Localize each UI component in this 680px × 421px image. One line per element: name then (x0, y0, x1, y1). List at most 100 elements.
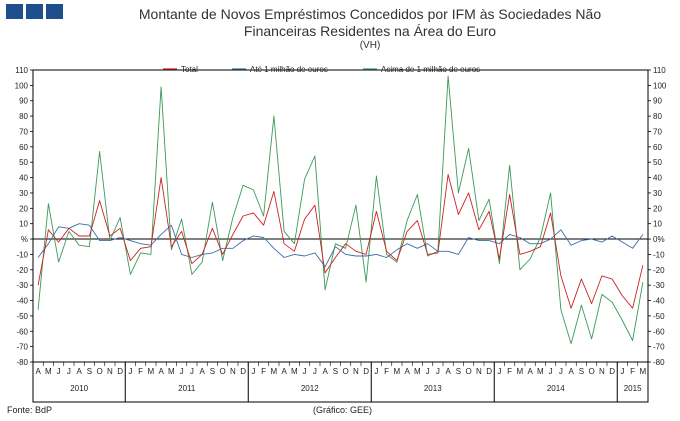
x-tick-label: D (117, 367, 123, 376)
x-tick-label: M (537, 367, 544, 376)
x-tick-label: M (414, 367, 421, 376)
y-tick-label-left: 40 (19, 174, 28, 183)
y-tick-label-right: -60 (653, 327, 665, 336)
y-tick-label-left: -50 (16, 312, 28, 321)
x-tick-label: A (568, 367, 574, 376)
plot-area-frame (32, 69, 649, 403)
y-tick-label-right: 20 (653, 204, 662, 213)
x-tick-label: M (148, 367, 155, 376)
x-tick-label: J (374, 367, 378, 376)
x-tick-label: J (128, 367, 132, 376)
x-tick-label: J (190, 367, 194, 376)
y-tick-label-right: 70 (653, 127, 662, 136)
y-tick-label-left: -70 (16, 343, 28, 352)
x-tick-label: M (168, 367, 175, 376)
x-tick-label: S (87, 367, 92, 376)
y-tick-label-left: 90 (19, 97, 28, 106)
x-tick-label: A (281, 367, 287, 376)
y-tick-label-right: 10 (653, 220, 662, 229)
x-tick-label: D (609, 367, 615, 376)
x-tick-label: A (527, 367, 533, 376)
x-tick-label: J (180, 367, 184, 376)
y-tick-label-right: 60 (653, 143, 662, 152)
y-tick-label-right: -10 (653, 250, 665, 259)
x-tick-label: J (251, 367, 255, 376)
y-tick-label-left: -40 (16, 297, 28, 306)
year-label: 2013 (424, 384, 442, 393)
x-tick-label: A (199, 367, 205, 376)
y-tick-label-right: -20 (653, 266, 665, 275)
y-tick-label-left: -20 (16, 266, 28, 275)
y-tick-label-right: -40 (653, 297, 665, 306)
y-tick-label-right: -80 (653, 358, 665, 367)
source-note: Fonte: BdP (7, 405, 53, 415)
x-tick-label: A (158, 367, 164, 376)
x-tick-label: J (67, 367, 71, 376)
y-tick-label-left: % (21, 235, 28, 244)
x-tick-label: S (579, 367, 584, 376)
chart-title-line-2: Financeiras Residentes na Área do Euro (243, 23, 497, 39)
series-line (37, 75, 644, 345)
y-tick-label-left: 60 (19, 143, 28, 152)
y-tick-label-left: 50 (19, 158, 28, 167)
x-tick-label: O (589, 367, 595, 376)
y-tick-label-right: 0% (653, 235, 665, 244)
x-tick-label: M (271, 367, 278, 376)
x-tick-label: F (261, 367, 266, 376)
x-tick-label: J (303, 367, 307, 376)
year-label: 2012 (301, 384, 319, 393)
logo-block-1 (6, 4, 23, 19)
logo-block-2 (26, 4, 43, 19)
chart-subtitle: (VH) (359, 40, 381, 51)
x-tick-label: D (486, 367, 492, 376)
y-tick-label-left: 30 (19, 189, 28, 198)
x-tick-label: N (107, 367, 113, 376)
y-tick-label-left: -80 (16, 358, 28, 367)
x-tick-label: S (210, 367, 215, 376)
x-tick-label: J (57, 367, 61, 376)
x-tick-label: J (426, 367, 430, 376)
x-tick-label: F (138, 367, 143, 376)
chart-title: Montante de Novos Empréstimos Concedidos… (60, 6, 680, 40)
y-tick-label-right: 100 (653, 81, 667, 90)
y-tick-label-right: 50 (653, 158, 662, 167)
x-tick-label: N (599, 367, 605, 376)
x-tick-label: J (620, 367, 624, 376)
x-tick-label: J (497, 367, 501, 376)
logo-block-3 (46, 4, 63, 19)
y-tick-label-right: -30 (653, 281, 665, 290)
y-tick-label-right: 110 (653, 66, 666, 75)
year-label: 2014 (547, 384, 565, 393)
x-tick-label: F (507, 367, 512, 376)
x-tick-label: J (313, 367, 317, 376)
x-tick-label: F (630, 367, 635, 376)
y-tick-label-right: 40 (653, 174, 662, 183)
x-tick-label: J (559, 367, 563, 376)
y-tick-label-right: 80 (653, 112, 662, 121)
x-tick-label: O (466, 367, 472, 376)
y-tick-label-left: 100 (15, 81, 29, 90)
y-tick-label-left: 70 (19, 127, 28, 136)
y-tick-label-left: -60 (16, 327, 28, 336)
year-label: 2011 (178, 384, 196, 393)
x-tick-label: N (230, 367, 236, 376)
y-tick-label-left: 110 (15, 66, 28, 75)
x-tick-label: S (456, 367, 461, 376)
legend-label: Até 1 milhão de euros (250, 65, 328, 74)
x-tick-label: F (384, 367, 389, 376)
legend-label: Acima de 1 milhão de euros (381, 65, 480, 74)
x-tick-label: O (343, 367, 349, 376)
x-tick-label: M (291, 367, 298, 376)
x-tick-label: A (35, 367, 41, 376)
x-tick-label: N (476, 367, 482, 376)
x-tick-label: A (322, 367, 328, 376)
y-tick-label-right: -70 (653, 343, 665, 352)
x-tick-label: A (76, 367, 82, 376)
x-tick-label: M (45, 367, 52, 376)
y-tick-label-right: -50 (653, 312, 665, 321)
x-tick-label: J (549, 367, 553, 376)
y-tick-label-left: -10 (16, 250, 28, 259)
y-tick-label-left: 80 (19, 112, 28, 121)
x-tick-label: N (353, 367, 359, 376)
